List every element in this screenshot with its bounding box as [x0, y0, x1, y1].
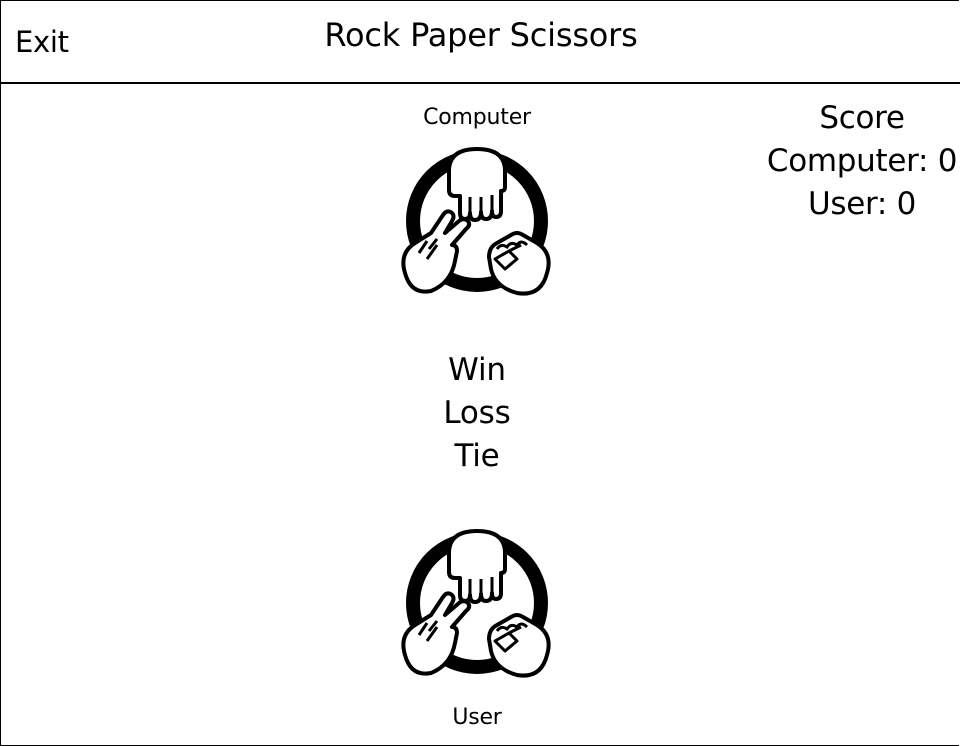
user-score-label: User:: [807, 186, 897, 222]
outcome-options: Win Loss Tie: [377, 349, 577, 478]
exit-button[interactable]: Exit: [15, 25, 69, 59]
app-header: Exit Rock Paper Scissors: [1, 1, 960, 84]
user-score: User: 0: [762, 183, 960, 226]
tie-option[interactable]: Tie: [454, 438, 500, 474]
computer-score: Computer: 0: [762, 140, 960, 183]
app-title: Rock Paper Scissors: [324, 16, 638, 54]
computer-score-label: Computer:: [766, 143, 938, 179]
loss-option[interactable]: Loss: [443, 395, 511, 431]
computer-label: Computer: [423, 105, 531, 130]
computer-rps-icon[interactable]: [397, 141, 557, 301]
user-score-value: 0: [896, 186, 917, 222]
win-option[interactable]: Win: [448, 352, 506, 388]
score-title: Score: [819, 100, 905, 136]
rps-icon-graphic: [401, 529, 551, 678]
user-rps-icon[interactable]: [397, 523, 557, 683]
rps-icon-graphic: [401, 147, 551, 296]
user-label: User: [452, 705, 502, 730]
score-panel: Score Computer: 0 User: 0: [762, 97, 960, 226]
computer-score-value: 0: [937, 143, 958, 179]
